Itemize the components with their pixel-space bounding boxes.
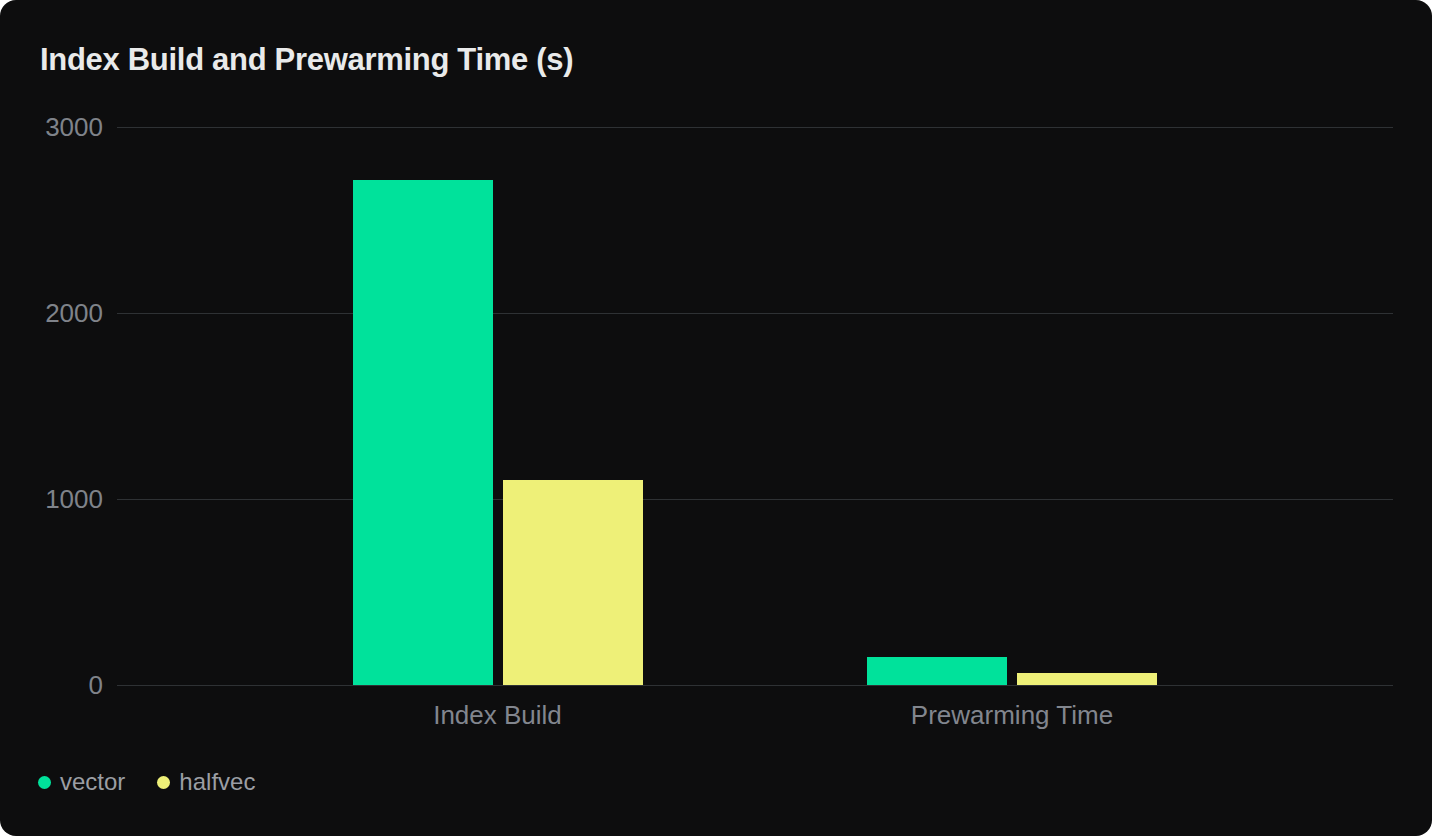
y-axis: 3000200010000	[0, 127, 103, 685]
y-tick-label-1000: 1000	[45, 486, 103, 512]
chart-title: Index Build and Prewarming Time (s)	[40, 42, 573, 78]
legend-dot-vector	[38, 776, 51, 789]
y-tick-label-2000: 2000	[45, 300, 103, 326]
gridline-0	[117, 685, 1393, 686]
legend-dot-halfvec	[157, 776, 170, 789]
bar-vector-prewarming-time[interactable]	[867, 657, 1007, 685]
plot-area	[117, 127, 1393, 685]
legend-label-halfvec: halfvec	[179, 770, 255, 794]
legend: vector halfvec	[38, 770, 255, 794]
gridline-1000	[117, 499, 1393, 500]
bar-halfvec-prewarming-time[interactable]	[1017, 673, 1157, 685]
bar-vector-index-build[interactable]	[353, 180, 493, 685]
legend-label-vector: vector	[60, 770, 125, 794]
y-tick-label-3000: 3000	[45, 114, 103, 140]
x-category-label-index-build: Index Build	[433, 700, 562, 731]
gridline-2000	[117, 313, 1393, 314]
legend-item-vector[interactable]: vector	[38, 770, 125, 794]
chart-card: Index Build and Prewarming Time (s) 3000…	[0, 0, 1432, 836]
x-category-label-prewarming-time: Prewarming Time	[911, 700, 1113, 731]
legend-item-halfvec[interactable]: halfvec	[157, 770, 255, 794]
bar-halfvec-index-build[interactable]	[503, 480, 643, 685]
gridline-3000	[117, 127, 1393, 128]
y-tick-label-0: 0	[89, 672, 103, 698]
